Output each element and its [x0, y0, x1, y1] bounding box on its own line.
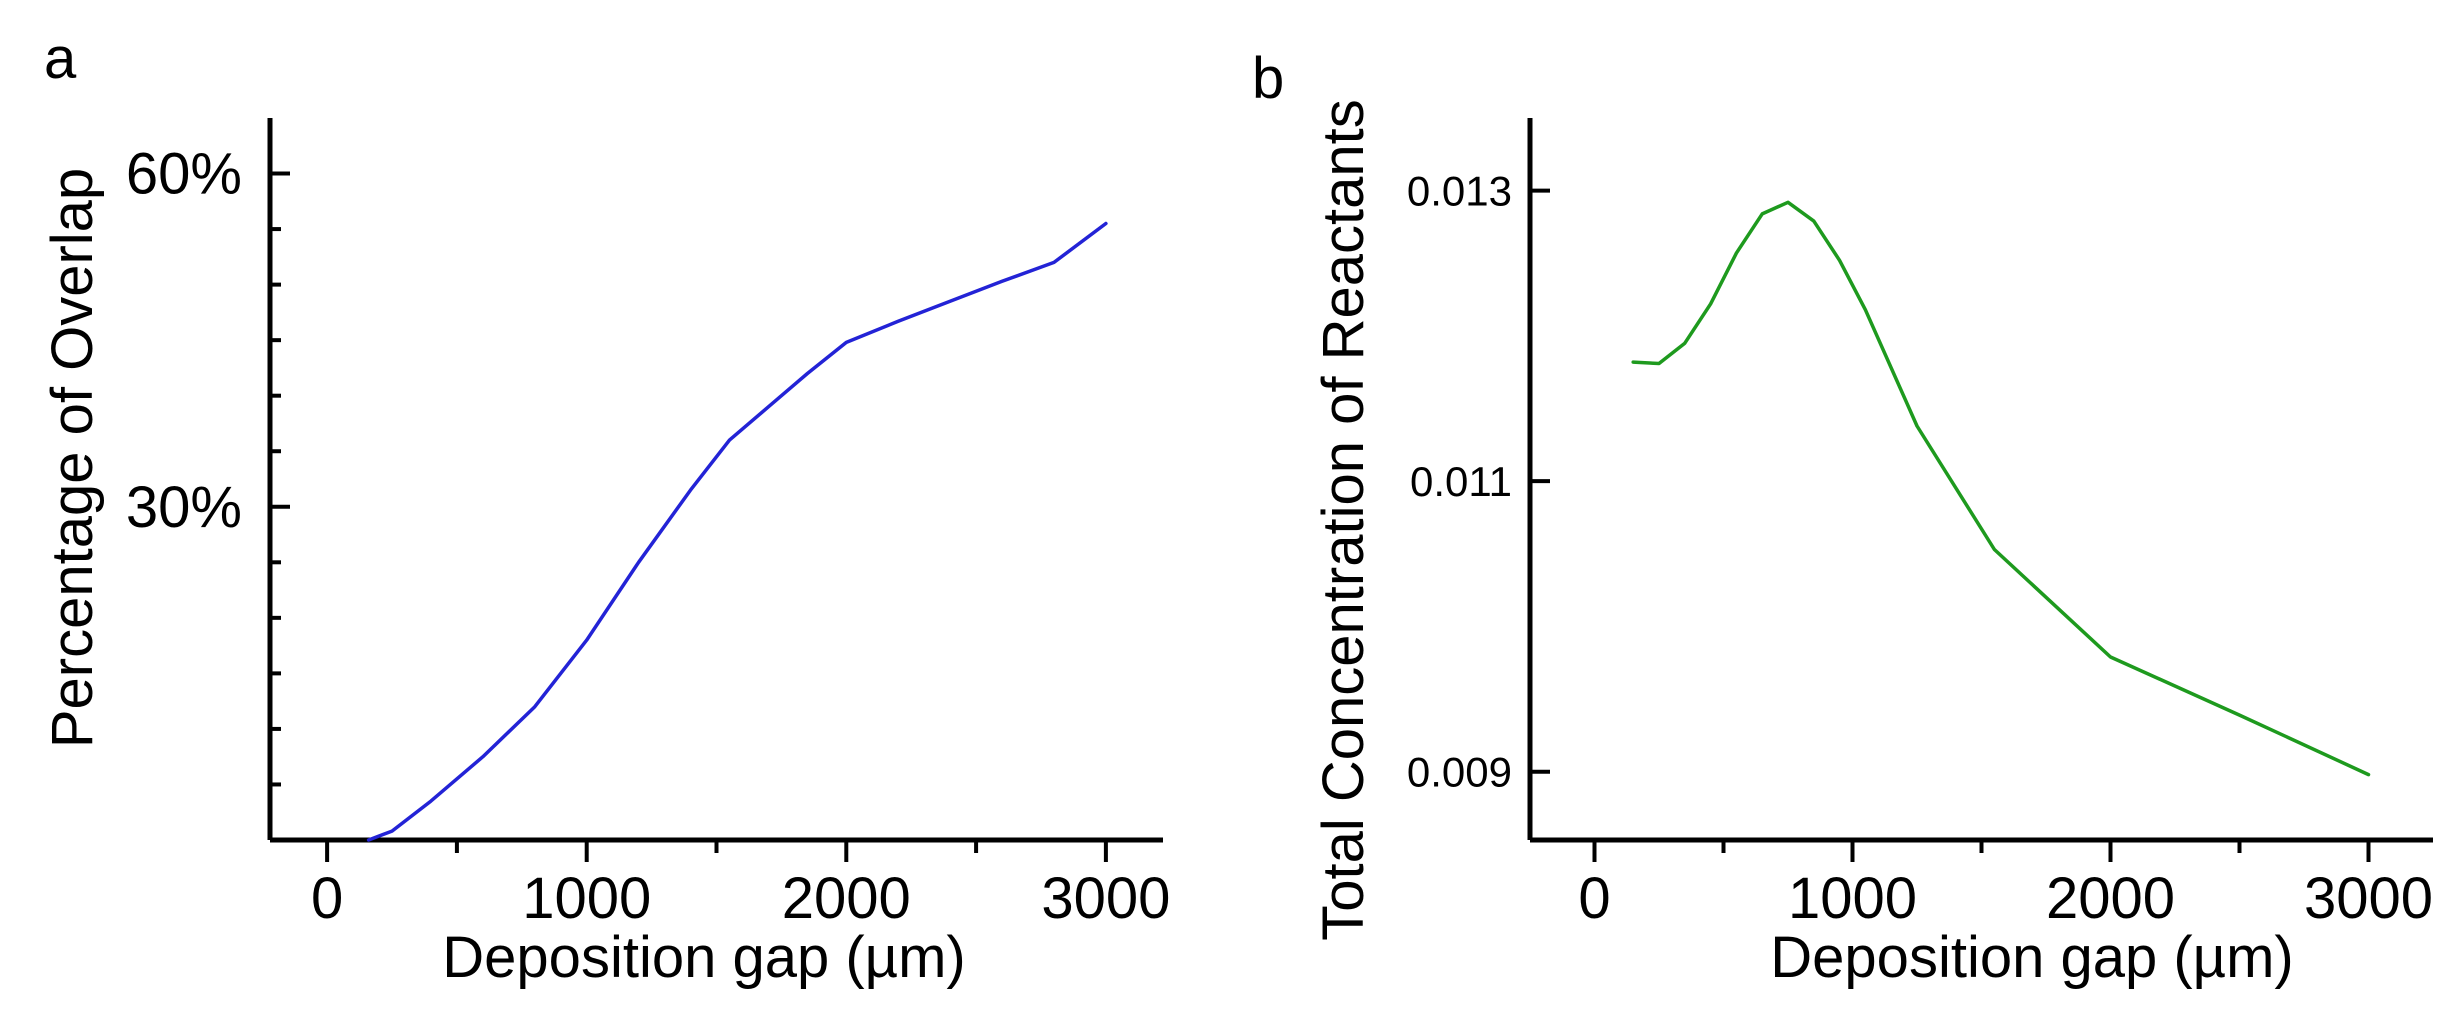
panel-b-x-tick-label: 2000	[2046, 866, 2175, 931]
panel-a-label: a	[44, 26, 77, 91]
panel-b-ticks	[1530, 188, 2371, 862]
panel-b-series	[1631, 200, 2371, 777]
panel-b-y-tick-label: 0.013	[1407, 168, 1512, 215]
panel-b: b Total Concentration of Reactants Depos…	[1252, 46, 2433, 990]
panel-a-ylabel: Percentage of Overlap	[40, 168, 105, 748]
panel-b-tick-labels: 0 1000 2000 3000 0.009 0.011 0.013	[1407, 168, 2433, 931]
panel-a-x-tick-label: 3000	[1041, 866, 1170, 931]
panel-b-series-line-concentration	[1631, 200, 2371, 777]
panel-b-y-tick-label: 0.009	[1407, 749, 1512, 796]
panel-a-series-line-overlap	[366, 221, 1108, 842]
panel-a-x-tick-label: 2000	[782, 866, 911, 931]
panel-a-tick-labels: 0 1000 2000 3000 30% 60%	[126, 142, 1170, 931]
panel-a-y-tick-label: 60%	[126, 142, 242, 207]
panel-a-axes	[267, 118, 1163, 843]
panel-b-label: b	[1252, 46, 1284, 111]
panel-b-ylabel: Total Concentration of Reactants	[1311, 99, 1376, 940]
panel-b-x-tick-label: 1000	[1788, 866, 1917, 931]
panel-b-x-tick-label: 0	[1578, 866, 1610, 931]
panel-b-y-tick-label: 0.011	[1410, 458, 1512, 505]
panel-a-y-tick-label: 30%	[126, 475, 242, 540]
panel-b-xlabel: Deposition gap (µm)	[1770, 925, 2293, 990]
panel-a-x-tick-label: 1000	[522, 866, 651, 931]
panel-b-axes	[1527, 118, 2433, 843]
panel-a-x-tick-label: 0	[311, 866, 343, 931]
panel-a-xlabel: Deposition gap (µm)	[442, 925, 965, 990]
panel-b-x-tick-label: 3000	[2304, 866, 2433, 931]
panel-a: a Percentage of Overlap Deposition gap (…	[40, 26, 1170, 990]
panel-a-series	[366, 221, 1108, 842]
panel-a-ticks	[270, 171, 1108, 862]
